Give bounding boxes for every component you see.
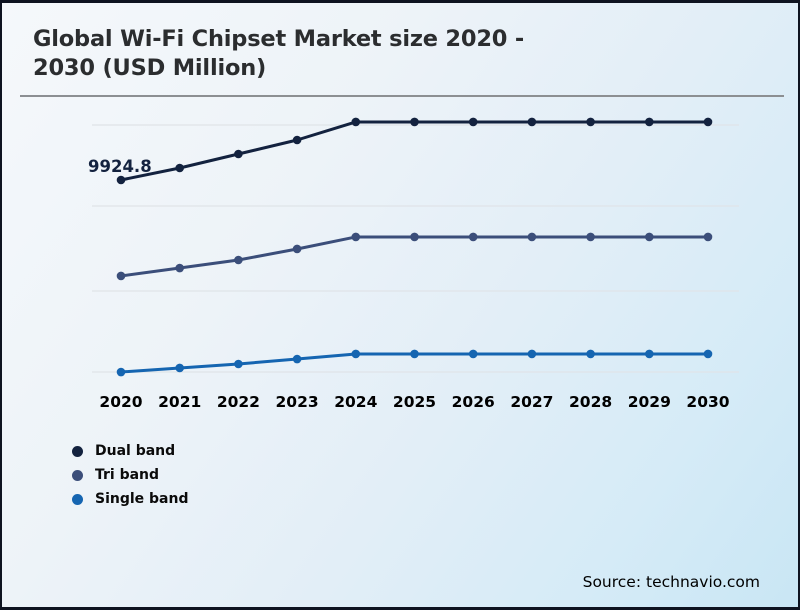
source-attribution: Source: technavio.com: [582, 573, 760, 591]
data-point-marker: [410, 349, 419, 359]
data-point-marker: [175, 163, 184, 173]
data-point-marker: [410, 232, 419, 242]
data-point-marker: [645, 117, 654, 127]
x-axis-label: 2027: [510, 393, 553, 411]
data-point-marker: [410, 117, 419, 127]
data-point-marker: [703, 349, 713, 359]
x-axis-label: 2023: [276, 393, 319, 411]
data-point-marker: [292, 354, 302, 364]
data-point-marker: [175, 263, 184, 273]
data-point-marker: [527, 232, 537, 242]
legend-label: Single band: [95, 491, 189, 507]
legend-bullet-icon: [72, 445, 83, 457]
data-point-marker: [645, 349, 654, 359]
x-axis-label: 2026: [452, 393, 495, 411]
chart-legend: Dual band Tri band Single band: [72, 439, 189, 511]
data-point-marker: [234, 149, 243, 159]
series-line: [119, 235, 710, 278]
data-point-marker: [527, 117, 537, 127]
data-point-marker: [116, 367, 126, 377]
x-axis-label: 2030: [686, 393, 729, 411]
data-point-marker: [468, 232, 478, 242]
data-point-marker: [116, 271, 126, 281]
x-axis-label: 2022: [217, 393, 260, 411]
data-point-marker: [234, 255, 243, 265]
legend-item-tri-band: Tri band: [72, 463, 189, 487]
data-point-marker: [468, 117, 478, 127]
x-axis-label: 2028: [569, 393, 612, 411]
legend-item-single-band: Single band: [72, 487, 189, 511]
data-point-marker: [527, 349, 537, 359]
data-point-marker: [586, 117, 595, 127]
data-point-marker: [703, 232, 713, 242]
data-point-marker: [351, 232, 361, 242]
data-point-marker: [292, 244, 302, 254]
data-point-marker: [234, 359, 243, 369]
chart-title-line1: Global Wi-Fi Chipset Market size 2020 -: [33, 26, 525, 52]
data-point-marker: [586, 349, 595, 359]
legend-bullet-icon: [72, 469, 83, 481]
line-chart: 2020 2021 2022 2023 2024 2025 2026 2027 2028 2029…: [88, 117, 739, 411]
data-point-marker: [645, 232, 654, 242]
data-point-marker: [351, 349, 361, 359]
data-label: 9924.8: [88, 157, 152, 176]
data-point-marker: [116, 175, 126, 185]
legend-item-dual-band: Dual band: [72, 439, 189, 463]
x-axis-label: 2024: [334, 393, 377, 411]
data-point-marker: [586, 232, 595, 242]
data-point-marker: [175, 363, 184, 373]
data-point-marker: [351, 117, 361, 127]
data-point-marker: [703, 117, 713, 127]
x-axis-label: 2021: [158, 393, 201, 411]
x-axis-label: 2020: [99, 393, 142, 411]
chart-title-line2: 2030 (USD Million): [33, 55, 267, 81]
chart-title: Global Wi-Fi Chipset Market size 2020 - …: [33, 25, 673, 83]
series-line: [119, 120, 710, 182]
data-point-marker: [468, 349, 478, 359]
x-axis-label: 2025: [393, 393, 436, 411]
data-point-marker: [292, 135, 302, 145]
title-divider: [20, 95, 784, 97]
legend-label: Tri band: [95, 467, 160, 483]
legend-label: Dual band: [95, 443, 176, 459]
x-axis-label: 2029: [628, 393, 671, 411]
legend-bullet-icon: [72, 493, 83, 505]
